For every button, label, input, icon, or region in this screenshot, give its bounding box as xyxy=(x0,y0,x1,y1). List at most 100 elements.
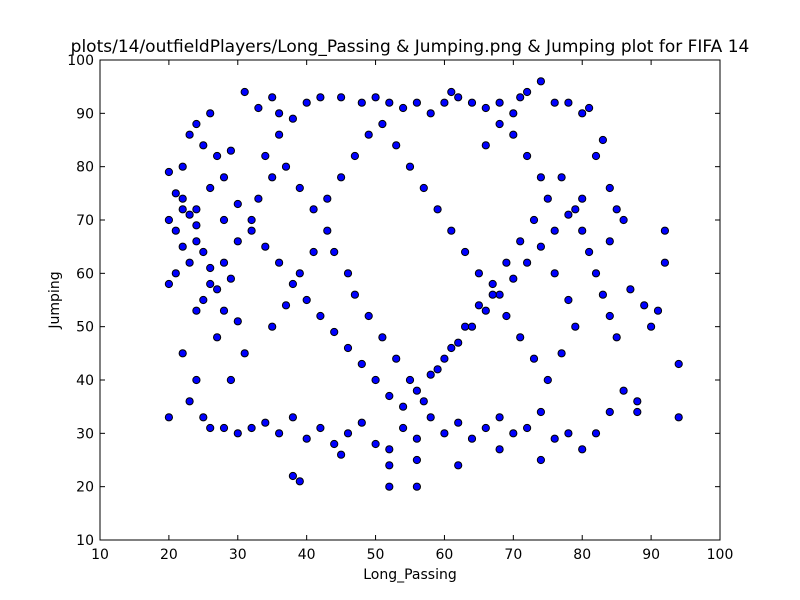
data-point xyxy=(316,93,325,102)
data-point xyxy=(302,98,311,107)
data-point xyxy=(261,242,270,251)
data-point xyxy=(343,429,353,438)
data-point xyxy=(192,221,201,230)
data-point xyxy=(226,274,235,283)
data-point xyxy=(275,130,284,139)
data-point xyxy=(585,247,594,257)
data-point xyxy=(647,322,656,331)
data-point xyxy=(281,162,291,171)
data-point xyxy=(309,205,318,214)
data-point xyxy=(426,109,435,118)
data-point xyxy=(268,173,277,182)
x-tick-label: 90 xyxy=(642,547,660,563)
data-point xyxy=(474,269,483,278)
data-point xyxy=(564,98,573,107)
data-point xyxy=(316,311,325,321)
data-point xyxy=(454,461,463,470)
data-point xyxy=(268,93,277,102)
data-point xyxy=(295,477,304,486)
data-point xyxy=(481,103,490,113)
data-point xyxy=(660,226,670,235)
data-point xyxy=(309,247,318,257)
data-point xyxy=(488,290,497,299)
data-point xyxy=(206,423,215,433)
data-point xyxy=(219,258,229,267)
data-point xyxy=(405,375,415,385)
data-point xyxy=(564,210,573,219)
data-point xyxy=(392,354,401,363)
data-point xyxy=(536,77,546,86)
data-point xyxy=(164,167,173,177)
data-point xyxy=(523,423,532,433)
data-point xyxy=(185,210,194,219)
data-point xyxy=(605,311,614,321)
data-point xyxy=(426,413,435,422)
data-point xyxy=(178,194,187,203)
data-point xyxy=(454,338,463,347)
data-point xyxy=(557,349,566,358)
data-point xyxy=(261,418,270,427)
data-point xyxy=(254,103,263,113)
data-point xyxy=(543,375,552,385)
data-point xyxy=(385,391,394,401)
data-point xyxy=(199,141,208,150)
y-tick-label: 80 xyxy=(76,160,94,176)
data-point xyxy=(213,151,222,161)
data-point xyxy=(240,349,249,358)
data-point xyxy=(288,114,297,123)
data-point xyxy=(247,423,256,433)
data-point xyxy=(199,413,208,422)
data-point xyxy=(605,183,614,193)
data-point xyxy=(233,237,242,246)
data-point xyxy=(454,93,463,102)
data-point xyxy=(343,269,353,278)
data-point xyxy=(412,386,421,395)
data-point xyxy=(226,146,235,155)
data-point xyxy=(529,354,539,363)
data-point xyxy=(343,343,353,353)
data-point xyxy=(433,205,442,214)
data-point xyxy=(454,418,463,427)
x-tick-label: 70 xyxy=(504,547,522,563)
chart-title: plots/14/outfieldPlayers/Long_Passing & … xyxy=(71,37,750,57)
y-tick-label: 90 xyxy=(76,106,94,122)
data-point xyxy=(206,183,215,193)
points-layer xyxy=(164,77,683,491)
data-point xyxy=(419,397,428,406)
data-point xyxy=(219,423,229,433)
data-point xyxy=(385,461,394,470)
data-point xyxy=(330,247,339,257)
data-point xyxy=(233,429,242,438)
data-point xyxy=(612,205,621,214)
data-point xyxy=(523,87,532,97)
data-point xyxy=(206,263,215,273)
data-point xyxy=(247,215,256,225)
data-point xyxy=(481,141,490,150)
y-axis-label: Jumping xyxy=(47,271,63,329)
data-point xyxy=(378,119,387,129)
data-point xyxy=(509,130,518,139)
data-point xyxy=(640,301,649,310)
data-point xyxy=(605,407,614,417)
data-point xyxy=(467,434,477,443)
x-axis-label: Long_Passing xyxy=(363,567,457,583)
data-point xyxy=(288,279,297,289)
data-point xyxy=(626,285,635,294)
data-point xyxy=(275,258,284,267)
data-point xyxy=(337,173,346,182)
data-point xyxy=(385,98,394,107)
data-point xyxy=(164,413,173,422)
data-point xyxy=(164,279,173,289)
data-point xyxy=(564,295,573,305)
data-point xyxy=(199,247,208,257)
ticks-layer: 10 20 30 40 50 60 70 80 90 100 10 20 30 40 50 60 70 80 90 1… xyxy=(67,53,733,563)
data-point xyxy=(550,98,559,107)
data-point xyxy=(509,429,518,438)
data-point xyxy=(474,301,483,310)
data-point xyxy=(302,434,311,443)
data-point xyxy=(633,397,642,406)
data-point xyxy=(591,269,601,278)
data-point xyxy=(185,130,194,139)
data-point xyxy=(495,119,504,129)
